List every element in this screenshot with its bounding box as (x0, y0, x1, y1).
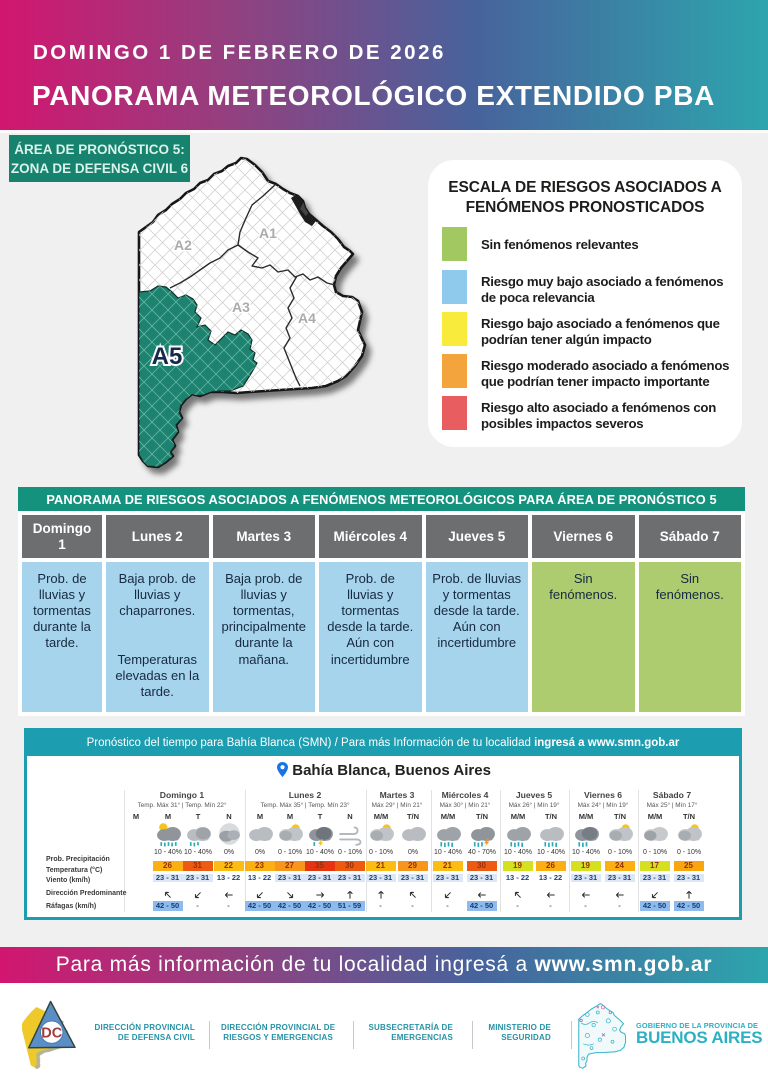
svg-text:A2: A2 (174, 237, 192, 253)
svg-text:A5: A5 (152, 343, 183, 370)
svg-text:DC: DC (41, 1026, 62, 1042)
svg-text:A1: A1 (259, 225, 277, 241)
svg-text:A3: A3 (232, 299, 250, 315)
svg-text:A4: A4 (298, 310, 316, 326)
